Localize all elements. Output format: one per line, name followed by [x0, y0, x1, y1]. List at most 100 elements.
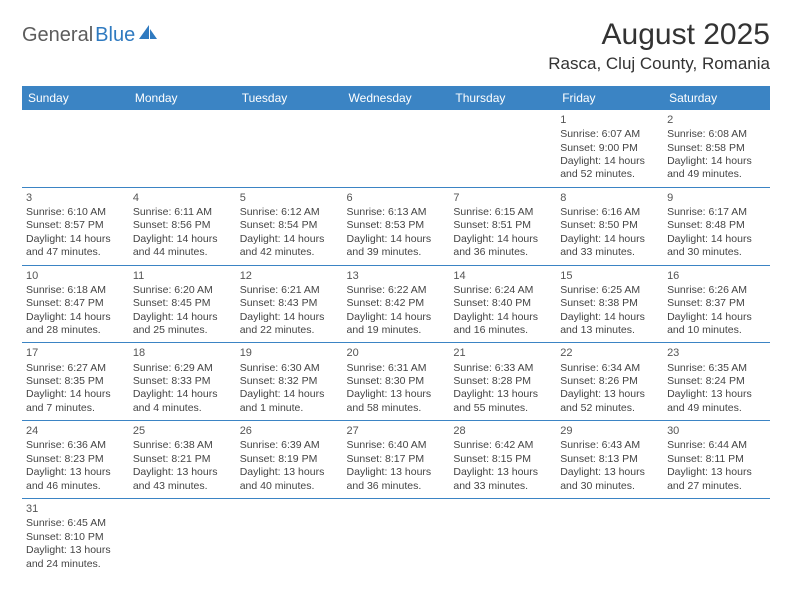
- daylight-text: Daylight: 13 hours and 49 minutes.: [667, 388, 766, 415]
- calendar-cell: 24Sunrise: 6:36 AMSunset: 8:23 PMDayligh…: [22, 421, 129, 499]
- day-number: 1: [560, 113, 659, 127]
- sunset-text: Sunset: 8:37 PM: [667, 297, 766, 310]
- sunset-text: Sunset: 8:13 PM: [560, 453, 659, 466]
- calendar-cell: 5Sunrise: 6:12 AMSunset: 8:54 PMDaylight…: [236, 187, 343, 265]
- sunrise-text: Sunrise: 6:10 AM: [26, 206, 125, 219]
- day-header: Monday: [129, 86, 236, 110]
- day-header: Wednesday: [343, 86, 450, 110]
- day-number: 27: [347, 424, 446, 438]
- day-number: 29: [560, 424, 659, 438]
- calendar-cell: [236, 110, 343, 187]
- sunrise-text: Sunrise: 6:30 AM: [240, 362, 339, 375]
- sunset-text: Sunset: 8:40 PM: [453, 297, 552, 310]
- sunrise-text: Sunrise: 6:31 AM: [347, 362, 446, 375]
- daylight-text: Daylight: 14 hours and 52 minutes.: [560, 155, 659, 182]
- sunset-text: Sunset: 8:56 PM: [133, 219, 232, 232]
- sunrise-text: Sunrise: 6:18 AM: [26, 284, 125, 297]
- daylight-text: Daylight: 13 hours and 36 minutes.: [347, 466, 446, 493]
- day-header: Sunday: [22, 86, 129, 110]
- sunrise-text: Sunrise: 6:42 AM: [453, 439, 552, 452]
- sunset-text: Sunset: 8:43 PM: [240, 297, 339, 310]
- daylight-text: Daylight: 13 hours and 43 minutes.: [133, 466, 232, 493]
- day-number: 30: [667, 424, 766, 438]
- daylight-text: Daylight: 13 hours and 30 minutes.: [560, 466, 659, 493]
- daylight-text: Daylight: 14 hours and 33 minutes.: [560, 233, 659, 260]
- sunrise-text: Sunrise: 6:36 AM: [26, 439, 125, 452]
- calendar-cell: 19Sunrise: 6:30 AMSunset: 8:32 PMDayligh…: [236, 343, 343, 421]
- calendar-cell: 27Sunrise: 6:40 AMSunset: 8:17 PMDayligh…: [343, 421, 450, 499]
- sunset-text: Sunset: 8:53 PM: [347, 219, 446, 232]
- calendar-cell: 12Sunrise: 6:21 AMSunset: 8:43 PMDayligh…: [236, 265, 343, 343]
- sunset-text: Sunset: 8:23 PM: [26, 453, 125, 466]
- sunset-text: Sunset: 8:50 PM: [560, 219, 659, 232]
- daylight-text: Daylight: 14 hours and 44 minutes.: [133, 233, 232, 260]
- sunrise-text: Sunrise: 6:44 AM: [667, 439, 766, 452]
- calendar-table: SundayMondayTuesdayWednesdayThursdayFrid…: [22, 86, 770, 576]
- daylight-text: Daylight: 14 hours and 1 minute.: [240, 388, 339, 415]
- sunset-text: Sunset: 8:10 PM: [26, 531, 125, 544]
- daylight-text: Daylight: 14 hours and 49 minutes.: [667, 155, 766, 182]
- calendar-cell: 14Sunrise: 6:24 AMSunset: 8:40 PMDayligh…: [449, 265, 556, 343]
- sunrise-text: Sunrise: 6:43 AM: [560, 439, 659, 452]
- day-number: 8: [560, 191, 659, 205]
- day-number: 31: [26, 502, 125, 516]
- sunrise-text: Sunrise: 6:17 AM: [667, 206, 766, 219]
- day-number: 2: [667, 113, 766, 127]
- calendar-cell: 31Sunrise: 6:45 AMSunset: 8:10 PMDayligh…: [22, 499, 129, 576]
- daylight-text: Daylight: 13 hours and 33 minutes.: [453, 466, 552, 493]
- calendar-cell: 25Sunrise: 6:38 AMSunset: 8:21 PMDayligh…: [129, 421, 236, 499]
- sunrise-text: Sunrise: 6:25 AM: [560, 284, 659, 297]
- sunset-text: Sunset: 8:26 PM: [560, 375, 659, 388]
- sunrise-text: Sunrise: 6:27 AM: [26, 362, 125, 375]
- sunrise-text: Sunrise: 6:29 AM: [133, 362, 232, 375]
- sunrise-text: Sunrise: 6:24 AM: [453, 284, 552, 297]
- sunrise-text: Sunrise: 6:12 AM: [240, 206, 339, 219]
- day-number: 9: [667, 191, 766, 205]
- daylight-text: Daylight: 14 hours and 16 minutes.: [453, 311, 552, 338]
- day-number: 28: [453, 424, 552, 438]
- daylight-text: Daylight: 13 hours and 52 minutes.: [560, 388, 659, 415]
- daylight-text: Daylight: 14 hours and 22 minutes.: [240, 311, 339, 338]
- sunset-text: Sunset: 8:54 PM: [240, 219, 339, 232]
- calendar-cell: [449, 110, 556, 187]
- calendar-cell: [663, 499, 770, 576]
- calendar-week-row: 17Sunrise: 6:27 AMSunset: 8:35 PMDayligh…: [22, 343, 770, 421]
- calendar-cell: 6Sunrise: 6:13 AMSunset: 8:53 PMDaylight…: [343, 187, 450, 265]
- day-number: 6: [347, 191, 446, 205]
- daylight-text: Daylight: 14 hours and 10 minutes.: [667, 311, 766, 338]
- sunset-text: Sunset: 8:30 PM: [347, 375, 446, 388]
- calendar-cell: 29Sunrise: 6:43 AMSunset: 8:13 PMDayligh…: [556, 421, 663, 499]
- calendar-cell: 16Sunrise: 6:26 AMSunset: 8:37 PMDayligh…: [663, 265, 770, 343]
- sunrise-text: Sunrise: 6:20 AM: [133, 284, 232, 297]
- day-number: 21: [453, 346, 552, 360]
- day-number: 5: [240, 191, 339, 205]
- calendar-cell: 26Sunrise: 6:39 AMSunset: 8:19 PMDayligh…: [236, 421, 343, 499]
- calendar-cell: [22, 110, 129, 187]
- daylight-text: Daylight: 14 hours and 19 minutes.: [347, 311, 446, 338]
- daylight-text: Daylight: 14 hours and 28 minutes.: [26, 311, 125, 338]
- sunrise-text: Sunrise: 6:26 AM: [667, 284, 766, 297]
- calendar-cell: 28Sunrise: 6:42 AMSunset: 8:15 PMDayligh…: [449, 421, 556, 499]
- sunset-text: Sunset: 9:00 PM: [560, 142, 659, 155]
- title-block: August 2025 Rasca, Cluj County, Romania: [548, 18, 770, 74]
- daylight-text: Daylight: 14 hours and 25 minutes.: [133, 311, 232, 338]
- day-number: 20: [347, 346, 446, 360]
- daylight-text: Daylight: 14 hours and 47 minutes.: [26, 233, 125, 260]
- day-number: 13: [347, 269, 446, 283]
- calendar-cell: [343, 110, 450, 187]
- day-header: Tuesday: [236, 86, 343, 110]
- location-text: Rasca, Cluj County, Romania: [548, 54, 770, 74]
- sunrise-text: Sunrise: 6:38 AM: [133, 439, 232, 452]
- calendar-cell: 15Sunrise: 6:25 AMSunset: 8:38 PMDayligh…: [556, 265, 663, 343]
- sunset-text: Sunset: 8:28 PM: [453, 375, 552, 388]
- calendar-cell: [556, 499, 663, 576]
- day-number: 16: [667, 269, 766, 283]
- calendar-cell: [343, 499, 450, 576]
- calendar-week-row: 24Sunrise: 6:36 AMSunset: 8:23 PMDayligh…: [22, 421, 770, 499]
- day-number: 15: [560, 269, 659, 283]
- day-number: 19: [240, 346, 339, 360]
- day-number: 22: [560, 346, 659, 360]
- calendar-week-row: 3Sunrise: 6:10 AMSunset: 8:57 PMDaylight…: [22, 187, 770, 265]
- sunset-text: Sunset: 8:51 PM: [453, 219, 552, 232]
- sunrise-text: Sunrise: 6:11 AM: [133, 206, 232, 219]
